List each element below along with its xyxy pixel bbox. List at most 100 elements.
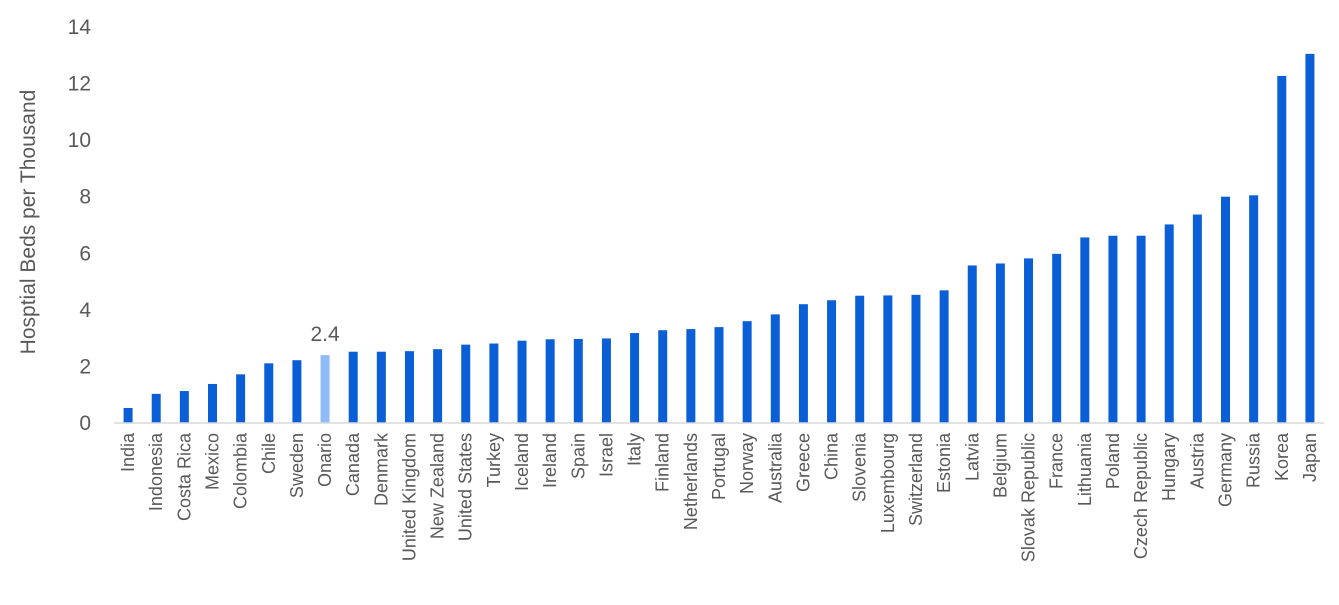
bar-japan bbox=[1305, 53, 1315, 423]
bar-iceland bbox=[517, 340, 527, 423]
y-tick-label: 8 bbox=[79, 186, 91, 209]
y-axis-ticks: 0 2 4 6 8 10 12 14 bbox=[68, 16, 92, 435]
y-axis-title: Hosptial Beds per Thousand bbox=[17, 90, 40, 355]
bar-norway bbox=[742, 321, 752, 423]
x-tick-label-slovenia: Slovenia bbox=[850, 432, 870, 502]
x-tick-label-italy: Italy bbox=[625, 433, 645, 466]
bar-indonesia bbox=[151, 393, 161, 423]
x-tick-label-france: France bbox=[1047, 433, 1067, 489]
y-tick-label: 12 bbox=[68, 73, 91, 96]
x-tick-label-chile: Chile bbox=[259, 433, 279, 474]
x-axis-category-labels: India Indonesia Costa Rica Mexico Colombia Ch… bbox=[118, 432, 1320, 562]
x-tick-label-china: China bbox=[822, 432, 842, 480]
x-tick-label-spain: Spain bbox=[568, 433, 588, 479]
x-tick-label-hungary: Hungary bbox=[1159, 433, 1179, 501]
x-tick-label-japan: Japan bbox=[1300, 433, 1320, 482]
x-tick-label-canada: Canada bbox=[343, 432, 363, 496]
x-tick-label-korea: Korea bbox=[1272, 432, 1292, 481]
bar-belgium bbox=[995, 263, 1005, 423]
bar-estonia bbox=[939, 290, 949, 423]
x-tick-label-russia: Russia bbox=[1244, 432, 1264, 488]
x-tick-label-indonesia: Indonesia bbox=[146, 432, 166, 511]
bar-germany bbox=[1221, 196, 1231, 423]
bar-luxembourg bbox=[883, 295, 893, 423]
x-tick-label-new-zealand: New Zealand bbox=[428, 433, 448, 539]
x-tick-label-costa-rica: Costa Rica bbox=[174, 432, 194, 521]
bar-onario bbox=[320, 355, 330, 423]
x-tick-label-colombia: Colombia bbox=[231, 432, 251, 509]
bar-israel bbox=[601, 338, 611, 423]
x-tick-label-sweden: Sweden bbox=[287, 433, 307, 498]
x-tick-label-estonia: Estonia bbox=[934, 432, 954, 493]
y-tick-label: 2 bbox=[79, 355, 91, 378]
x-tick-label-india: India bbox=[118, 432, 138, 472]
x-tick-label-switzerland: Switzerland bbox=[906, 433, 926, 526]
y-tick-label: 14 bbox=[68, 16, 92, 39]
bar-czech-republic bbox=[1136, 235, 1146, 423]
x-tick-label-onario: Onario bbox=[315, 433, 335, 487]
bar-ireland bbox=[545, 339, 555, 423]
x-tick-label-united-kingdom: United Kingdom bbox=[399, 433, 419, 561]
x-tick-label-denmark: Denmark bbox=[371, 432, 391, 506]
bar-mexico bbox=[207, 383, 217, 423]
bar-hungary bbox=[1164, 224, 1174, 423]
bar-switzerland bbox=[911, 294, 921, 423]
data-labels: 2.4 bbox=[310, 323, 340, 346]
x-tick-label-ireland: Ireland bbox=[540, 433, 560, 488]
y-axis-title-group: Hosptial Beds per Thousand bbox=[17, 90, 40, 355]
y-tick-label: 10 bbox=[68, 129, 91, 152]
bar-lithuania bbox=[1080, 237, 1090, 423]
bar-new-zealand bbox=[433, 349, 443, 423]
x-tick-label-portugal: Portugal bbox=[709, 433, 729, 500]
x-tick-label-israel: Israel bbox=[596, 433, 616, 477]
bar-sweden bbox=[292, 360, 302, 423]
bar-costa-rica bbox=[179, 391, 189, 423]
x-tick-label-turkey: Turkey bbox=[484, 433, 504, 487]
bar-france bbox=[1052, 253, 1062, 423]
x-tick-label-greece: Greece bbox=[793, 433, 813, 492]
bar-finland bbox=[658, 330, 668, 423]
x-tick-label-slovak-republic: Slovak Republic bbox=[1019, 433, 1039, 562]
x-tick-label-australia: Australia bbox=[765, 432, 785, 503]
x-tick-label-czech-republic: Czech Republic bbox=[1131, 433, 1151, 559]
x-tick-label-latvia: Latvia bbox=[962, 432, 982, 481]
bar-slovak-republic bbox=[1024, 258, 1034, 423]
bar-greece bbox=[798, 304, 808, 423]
x-tick-label-poland: Poland bbox=[1103, 433, 1123, 489]
x-tick-label-mexico: Mexico bbox=[202, 433, 222, 490]
y-tick-label: 4 bbox=[79, 299, 91, 322]
y-tick-label: 6 bbox=[79, 242, 91, 265]
bar-united-kingdom bbox=[404, 351, 414, 423]
x-tick-label-iceland: Iceland bbox=[512, 433, 532, 491]
bar-united-states bbox=[461, 344, 471, 423]
bar-italy bbox=[630, 333, 640, 423]
bar-spain bbox=[573, 338, 583, 423]
bar-austria bbox=[1192, 214, 1202, 423]
y-tick-label: 0 bbox=[79, 412, 91, 435]
bar-portugal bbox=[714, 327, 724, 423]
x-tick-label-united-states: United States bbox=[456, 433, 476, 541]
bar-slovenia bbox=[855, 295, 865, 423]
bars bbox=[123, 53, 1315, 423]
bar-canada bbox=[348, 351, 358, 423]
x-tick-label-germany: Germany bbox=[1216, 433, 1236, 507]
bar-chile bbox=[264, 363, 274, 423]
x-tick-label-belgium: Belgium bbox=[990, 433, 1010, 498]
x-tick-label-austria: Austria bbox=[1187, 432, 1207, 489]
bar-australia bbox=[770, 314, 780, 423]
bar-denmark bbox=[376, 351, 386, 423]
bar-netherlands bbox=[686, 329, 696, 423]
bar-colombia bbox=[236, 374, 246, 423]
bar-latvia bbox=[967, 265, 977, 423]
data-label-onario: 2.4 bbox=[310, 323, 340, 346]
bar-korea bbox=[1277, 75, 1287, 423]
x-tick-label-netherlands: Netherlands bbox=[681, 433, 701, 530]
bar-russia bbox=[1249, 195, 1259, 423]
bar-poland bbox=[1108, 235, 1118, 423]
x-tick-label-lithuania: Lithuania bbox=[1075, 432, 1095, 506]
x-tick-label-norway: Norway bbox=[737, 433, 757, 494]
bar-turkey bbox=[489, 343, 499, 423]
bar-china bbox=[827, 300, 837, 423]
